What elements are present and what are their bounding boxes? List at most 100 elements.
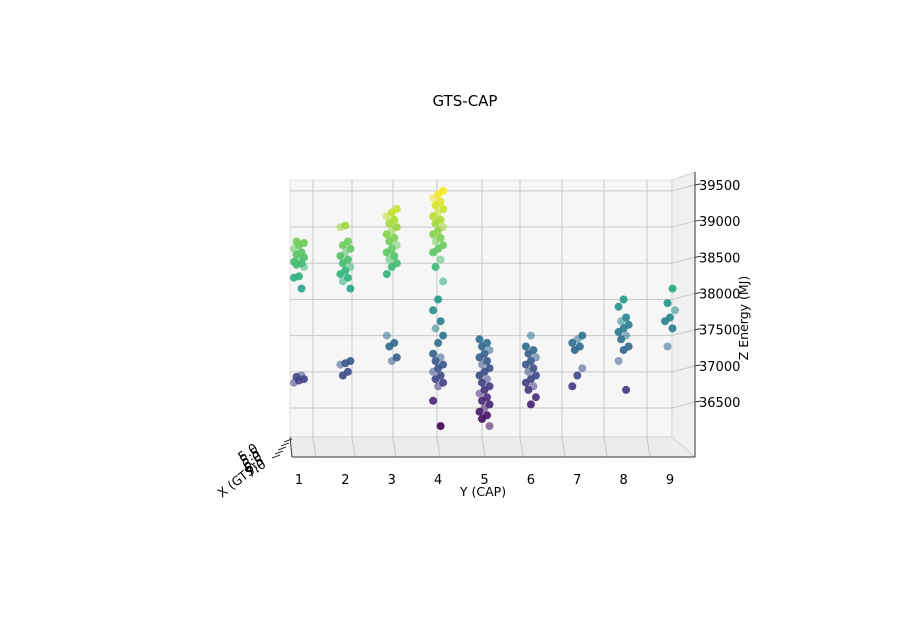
y-tick-label: 9: [666, 473, 674, 488]
scatter-point: [346, 284, 355, 293]
y-tick-label: 5: [480, 473, 488, 488]
floor-gridline: [561, 436, 566, 458]
scatter-point: [292, 237, 301, 246]
y-tick-label: 1: [295, 473, 303, 488]
scatter-point: [521, 342, 530, 351]
scatter-point: [483, 375, 491, 384]
scatter-point: [439, 378, 448, 387]
scatter-point: [392, 205, 401, 213]
z-tick-label: 39000: [699, 215, 740, 230]
x-axis-line: [289, 436, 293, 458]
scatter-point: [529, 364, 538, 373]
scatter-point: [568, 382, 577, 391]
scatter-point: [529, 382, 538, 391]
scatter-point: [624, 342, 633, 351]
scatter-point: [663, 342, 672, 351]
scatter-point: [483, 411, 491, 420]
x-tick: [277, 446, 287, 451]
scatter-point: [526, 400, 535, 409]
scatter-point: [390, 215, 399, 224]
x-tick: [271, 454, 281, 459]
scatter-point: [429, 396, 438, 405]
scatter-point: [622, 385, 631, 394]
scatter-point: [343, 255, 352, 264]
floor-gridline: [603, 436, 608, 458]
scatter-point: [431, 324, 440, 333]
scatter-point: [429, 349, 438, 358]
scatter-point: [578, 331, 587, 340]
scatter-point: [529, 346, 538, 355]
scatter-point: [346, 357, 355, 365]
scatter-point: [343, 273, 352, 282]
scatter-point: [297, 371, 306, 380]
z-tick: [694, 328, 702, 331]
scatter-point: [436, 233, 445, 242]
z-tick: [694, 400, 702, 403]
scatter-point: [619, 295, 628, 304]
scatter-point: [436, 197, 445, 206]
y-axis-label: Y (CAP): [459, 484, 506, 499]
scatter-point: [436, 215, 445, 224]
scatter-point: [531, 393, 540, 402]
scatter-point: [431, 262, 440, 271]
z-tick-label: 38500: [699, 251, 740, 266]
scatter-point: [392, 241, 401, 250]
z-tick-label: 38000: [699, 287, 740, 302]
scatter-point: [343, 367, 352, 376]
floor-gridline: [519, 436, 524, 458]
scatter-point: [297, 284, 306, 293]
y-tick-label: 6: [527, 473, 535, 488]
floor-gridline: [392, 436, 397, 458]
scatter-point: [485, 346, 494, 355]
scatter-point: [622, 331, 631, 340]
floor-pane: [289, 436, 697, 458]
scatter-point: [297, 248, 306, 257]
scatter-point: [436, 371, 445, 380]
z-tick-label: 37000: [699, 360, 740, 375]
scatter-point: [575, 342, 584, 351]
side-pane: [671, 171, 696, 458]
scatter-point: [346, 244, 355, 253]
scatter-point: [392, 223, 401, 232]
scatter-point: [483, 357, 491, 365]
scatter-point: [485, 400, 494, 409]
scatter-point: [439, 205, 448, 213]
z-tick: [694, 183, 702, 186]
scatter-point: [382, 270, 391, 279]
scatter-point: [622, 313, 631, 322]
z-tick: [694, 219, 702, 222]
floor-gridline: [481, 436, 486, 458]
floor-gridline: [646, 436, 651, 458]
x-tick: [280, 442, 290, 447]
floor-gridline: [312, 436, 317, 458]
scatter-point: [295, 272, 303, 281]
chart-title: GTS-CAP: [433, 92, 498, 110]
z-side-gridline: [671, 401, 696, 409]
scatter-point: [439, 331, 448, 340]
scatter-point: [531, 353, 540, 362]
scatter-point: [436, 353, 445, 362]
axes: 1 2 3 4 5 6 7 8 9 36500 37000 37500 38000 38500 39000 3…: [236, 172, 740, 488]
z-side-gridline: [671, 220, 696, 228]
scatter-point: [439, 223, 448, 232]
x-tick: [274, 450, 284, 455]
z-tick: [694, 255, 702, 258]
scatter-point: [526, 331, 535, 340]
scatter-point: [346, 262, 355, 271]
scatter-point: [439, 186, 448, 195]
scatter-point: [668, 284, 677, 293]
scatter-point: [390, 338, 399, 347]
scatter-point: [578, 364, 587, 373]
scatter-point: [436, 255, 445, 264]
scatter-point: [341, 221, 350, 230]
scatter-point: [439, 360, 448, 369]
scatter-point: [624, 320, 633, 329]
scatter-point: [668, 324, 677, 333]
data-points: [290, 186, 679, 431]
z-tick-label: 36500: [699, 396, 740, 411]
scatter-point: [614, 357, 623, 365]
floor-gridline: [436, 436, 441, 458]
scatter-point: [531, 371, 540, 380]
scatter-point: [439, 241, 448, 250]
z-tick: [694, 291, 702, 294]
